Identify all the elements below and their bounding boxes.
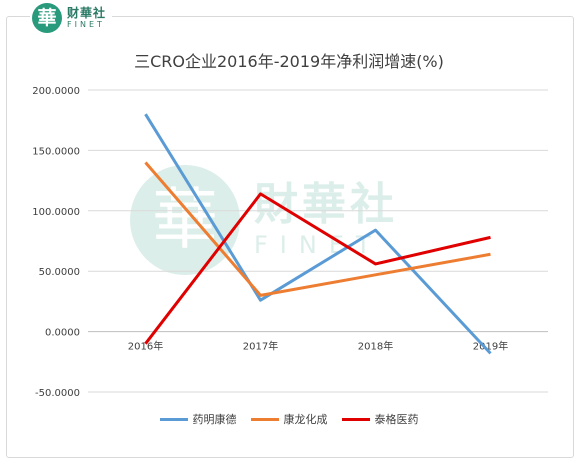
- finet-logo: 華 财華社 FINET: [30, 2, 113, 34]
- series-line-2: [144, 192, 491, 345]
- logo-mark: 華: [32, 3, 62, 33]
- x-tick-label: 2016年: [128, 340, 163, 353]
- y-axis-labels: 200.0000 150.0000 100.0000 50.0000 0.0000 -50…: [32, 86, 80, 399]
- legend-label: 药明康德: [192, 413, 237, 426]
- chart-title: 三CRO企业2016年-2019年净利润增速(%): [134, 52, 444, 71]
- x-axis-labels: 2016年 2017年 2018年 2019年: [128, 340, 508, 353]
- y-tick-label: -50.0000: [35, 388, 80, 399]
- legend-item: 泰格医药: [341, 411, 419, 427]
- y-tick-label: 200.0000: [32, 86, 80, 97]
- legend-label: 泰格医药: [374, 413, 419, 426]
- y-tick-label: 150.0000: [32, 146, 80, 157]
- logo-cn: 财華社: [67, 6, 107, 20]
- y-tick-label: 0.0000: [45, 328, 80, 339]
- y-tick-label: 100.0000: [32, 207, 80, 218]
- series-lines: [144, 113, 492, 355]
- legend-label: 康龙化成: [283, 413, 328, 426]
- x-tick-label: 2017年: [243, 340, 278, 353]
- legend-swatch: [250, 417, 279, 421]
- series-line-1: [144, 161, 491, 297]
- legend-swatch: [159, 417, 188, 421]
- logo-text: 财華社 FINET: [67, 7, 106, 29]
- legend-swatch: [341, 417, 370, 421]
- x-tick-label: 2018年: [358, 340, 393, 353]
- legend-item: 康龙化成: [250, 411, 328, 427]
- y-tick-label: 50.0000: [39, 267, 80, 278]
- legend-item: 药明康德: [159, 411, 237, 427]
- logo-en: FINET: [67, 20, 105, 29]
- series-line-0: [144, 113, 492, 355]
- legend: 药明康德 康龙化成 泰格医药: [0, 411, 578, 427]
